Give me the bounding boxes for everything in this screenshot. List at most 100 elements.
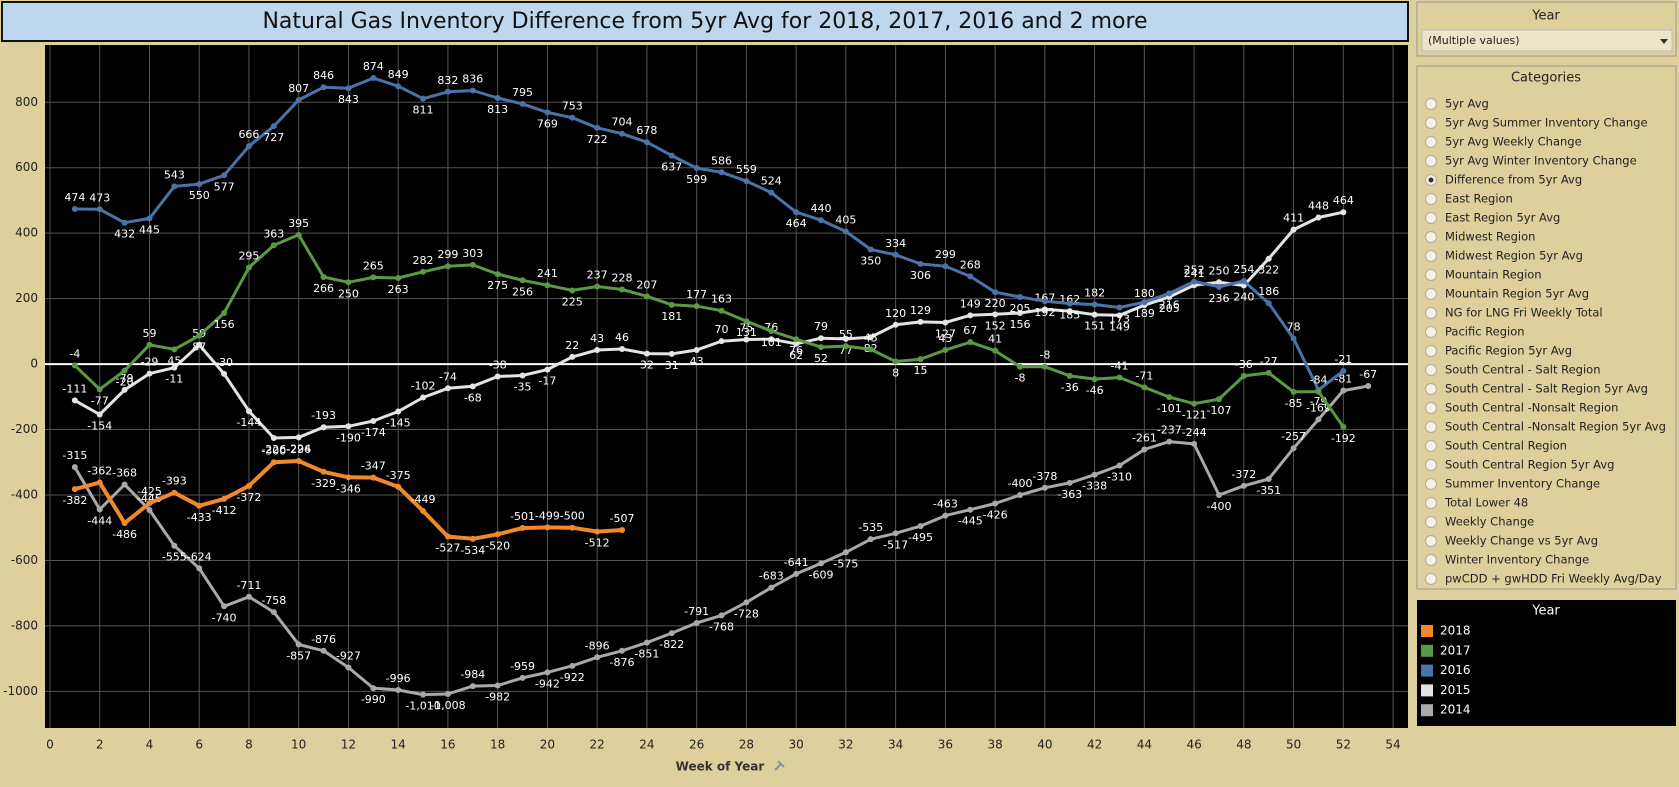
- data-point[interactable]: [320, 468, 327, 475]
- data-point[interactable]: [569, 524, 576, 531]
- data-point[interactable]: [494, 682, 501, 689]
- radio-button[interactable]: [1425, 212, 1437, 224]
- data-point[interactable]: [818, 217, 825, 224]
- data-point[interactable]: [668, 152, 675, 159]
- data-point[interactable]: [917, 260, 924, 267]
- data-point[interactable]: [693, 165, 700, 172]
- data-point[interactable]: [1290, 445, 1297, 452]
- data-point[interactable]: [1240, 372, 1247, 379]
- data-point[interactable]: [270, 609, 277, 616]
- data-point[interactable]: [171, 183, 178, 190]
- radio-button[interactable]: [1425, 516, 1437, 528]
- data-point[interactable]: [1315, 416, 1322, 423]
- data-point[interactable]: [171, 364, 178, 371]
- data-point[interactable]: [245, 143, 252, 150]
- data-point[interactable]: [295, 641, 302, 648]
- data-point[interactable]: [942, 263, 949, 270]
- category-option[interactable]: Mountain Region 5yr Avg: [1445, 287, 1589, 301]
- data-point[interactable]: [196, 341, 203, 348]
- data-point[interactable]: [619, 130, 626, 137]
- category-option[interactable]: Summer Inventory Change: [1445, 477, 1600, 491]
- radio-button[interactable]: [1425, 345, 1437, 357]
- category-option[interactable]: NG for LNG Fri Weekly Total: [1445, 306, 1603, 320]
- data-point[interactable]: [320, 424, 327, 431]
- data-point[interactable]: [121, 386, 128, 393]
- category-option[interactable]: South Central - Salt Region 5yr Avg: [1445, 382, 1648, 396]
- data-point[interactable]: [469, 87, 476, 94]
- data-point[interactable]: [121, 219, 128, 226]
- data-point[interactable]: [245, 264, 252, 271]
- data-point[interactable]: [171, 346, 178, 353]
- data-point[interactable]: [1340, 367, 1347, 374]
- data-point[interactable]: [221, 603, 228, 610]
- radio-button[interactable]: [1425, 478, 1437, 490]
- data-point[interactable]: [619, 346, 626, 353]
- data-point[interactable]: [743, 336, 750, 343]
- data-point[interactable]: [693, 303, 700, 310]
- data-point[interactable]: [1041, 363, 1048, 370]
- data-point[interactable]: [519, 100, 526, 107]
- data-point[interactable]: [569, 287, 576, 294]
- data-point[interactable]: [444, 690, 451, 697]
- category-option[interactable]: South Central Region: [1445, 439, 1567, 453]
- data-point[interactable]: [146, 341, 153, 348]
- data-point[interactable]: [395, 275, 402, 282]
- data-point[interactable]: [1141, 384, 1148, 391]
- data-point[interactable]: [544, 282, 551, 289]
- data-point[interactable]: [643, 139, 650, 146]
- data-point[interactable]: [295, 231, 302, 238]
- data-point[interactable]: [345, 423, 352, 430]
- data-point[interactable]: [1116, 304, 1123, 311]
- data-point[interactable]: [619, 647, 626, 654]
- data-point[interactable]: [270, 435, 277, 442]
- data-point[interactable]: [818, 344, 825, 351]
- data-point[interactable]: [1191, 400, 1198, 407]
- data-point[interactable]: [519, 372, 526, 379]
- data-point[interactable]: [444, 385, 451, 392]
- data-point[interactable]: [643, 293, 650, 300]
- category-option[interactable]: Difference from 5yr Avg: [1445, 173, 1582, 187]
- data-point[interactable]: [1240, 482, 1247, 489]
- data-point[interactable]: [519, 277, 526, 284]
- data-point[interactable]: [146, 370, 153, 377]
- radio-button[interactable]: [1425, 288, 1437, 300]
- data-point[interactable]: [245, 408, 252, 415]
- data-point[interactable]: [420, 691, 427, 698]
- data-point[interactable]: [917, 523, 924, 530]
- category-option[interactable]: Mountain Region: [1445, 268, 1542, 282]
- data-point[interactable]: [594, 347, 601, 354]
- data-point[interactable]: [718, 307, 725, 314]
- data-point[interactable]: [544, 524, 551, 531]
- data-point[interactable]: [320, 647, 327, 654]
- data-point[interactable]: [1191, 278, 1198, 285]
- category-option[interactable]: 5yr Avg Summer Inventory Change: [1445, 116, 1648, 130]
- data-point[interactable]: [942, 319, 949, 326]
- data-point[interactable]: [1240, 277, 1247, 284]
- category-option[interactable]: East Region: [1445, 192, 1513, 206]
- data-point[interactable]: [221, 310, 228, 317]
- data-point[interactable]: [71, 205, 78, 212]
- data-point[interactable]: [718, 338, 725, 345]
- data-point[interactable]: [1091, 301, 1098, 308]
- data-point[interactable]: [444, 263, 451, 270]
- radio-button[interactable]: [1425, 307, 1437, 319]
- category-option[interactable]: Pacific Region: [1445, 325, 1525, 339]
- data-point[interactable]: [1365, 383, 1372, 390]
- radio-button[interactable]: [1425, 193, 1437, 205]
- data-point[interactable]: [718, 169, 725, 176]
- data-point[interactable]: [544, 109, 551, 116]
- data-point[interactable]: [842, 549, 849, 556]
- data-point[interactable]: [743, 599, 750, 606]
- data-point[interactable]: [594, 283, 601, 290]
- radio-button[interactable]: [1425, 98, 1437, 110]
- data-point[interactable]: [121, 367, 128, 374]
- data-point[interactable]: [892, 321, 899, 328]
- data-point[interactable]: [942, 512, 949, 519]
- data-point[interactable]: [1091, 376, 1098, 383]
- category-option[interactable]: Midwest Region 5yr Avg: [1445, 249, 1583, 263]
- data-point[interactable]: [1066, 372, 1073, 379]
- data-point[interactable]: [146, 500, 153, 507]
- category-option[interactable]: Winter Inventory Change: [1445, 553, 1589, 567]
- data-point[interactable]: [245, 482, 252, 489]
- data-point[interactable]: [992, 500, 999, 507]
